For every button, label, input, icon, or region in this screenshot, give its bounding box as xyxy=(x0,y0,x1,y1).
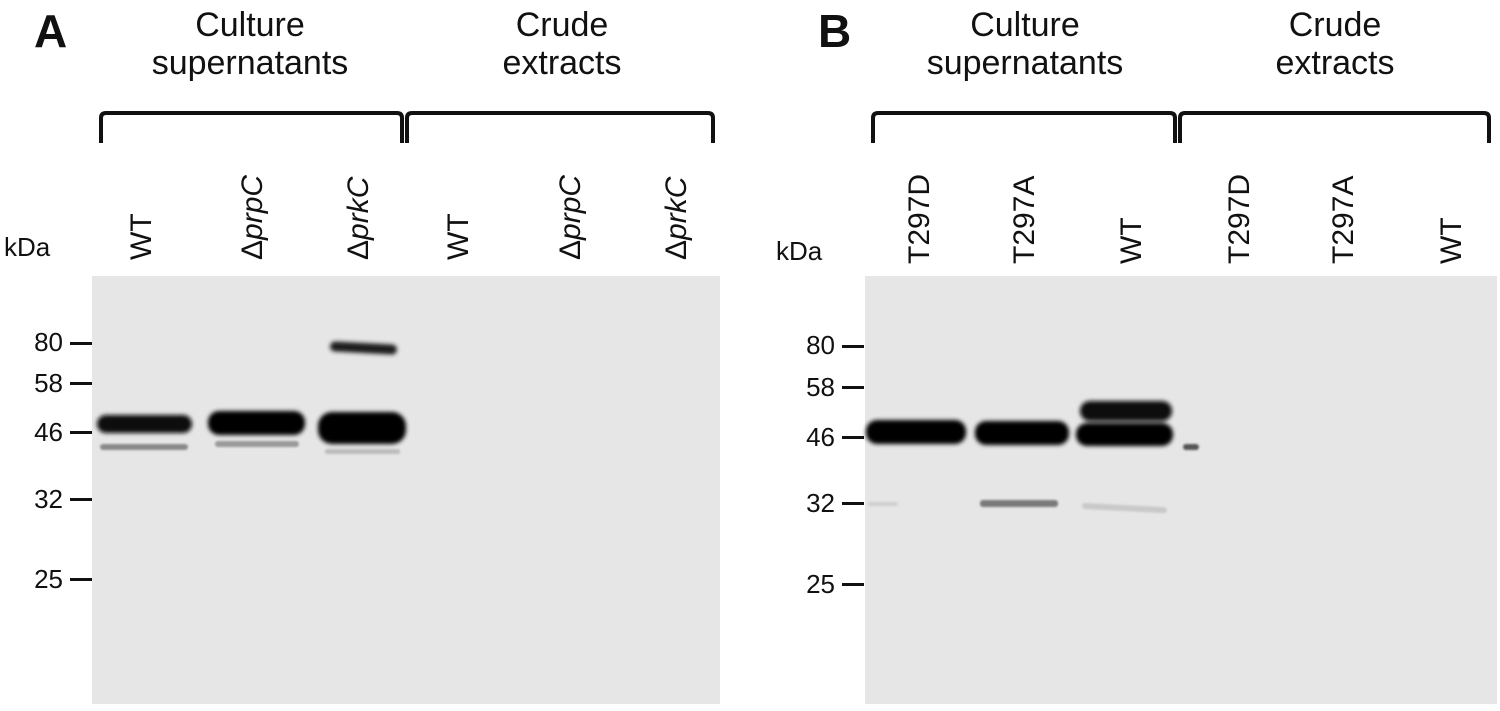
panel-a-band-lane2-46 xyxy=(208,411,305,435)
panel-a-letter: A xyxy=(34,5,68,57)
panel-b-band-lane1-46 xyxy=(866,420,966,444)
panel-a-marker-tick xyxy=(70,431,92,434)
panel-b-band-lane3-52 xyxy=(1080,401,1172,421)
panel-a-marker-32: 32 xyxy=(34,484,63,514)
panel-b-marker-80: 80 xyxy=(806,330,835,360)
panel-a-marker-46: 46 xyxy=(34,417,63,447)
panel-b-marker-tick xyxy=(842,345,864,348)
panel-b-marker-tick xyxy=(842,436,864,439)
panel-b-marker-tick xyxy=(842,583,864,586)
panel-a-blot-membrane xyxy=(92,276,720,704)
panel-a-band-lane3-46 xyxy=(318,412,406,444)
panel-a-band-lane1-46 xyxy=(97,415,192,433)
panel-b-bracket-supernatants xyxy=(871,111,1177,143)
panel-a-marker-25: 25 xyxy=(34,564,63,594)
group-title-line: Crude xyxy=(1288,6,1382,44)
panel-a-band-lane3-faint xyxy=(325,449,400,454)
panel-b-marker-tick xyxy=(842,502,864,505)
panel-a-group-extracts-title: Crude extracts xyxy=(412,6,712,82)
panel-b-letter: B xyxy=(818,5,852,57)
panel-a-marker-80: 80 xyxy=(34,327,63,357)
panel-a-band-lane2-faint xyxy=(215,441,299,447)
group-title-line: supernatants xyxy=(151,44,349,82)
group-title-line: Culture xyxy=(970,6,1080,44)
panel-a-bracket-supernatants xyxy=(99,111,404,143)
panel-b-group-supernatants-title: Culture supernatants xyxy=(875,6,1175,82)
panel-a-marker-tick xyxy=(70,342,92,345)
panel-a-group-supernatants-title: Culture supernatants xyxy=(100,6,400,82)
group-title-line: supernatants xyxy=(926,44,1124,82)
panel-b-marker-58: 58 xyxy=(806,372,835,402)
panel-b-marker-tick xyxy=(842,386,864,389)
panel-a-marker-58: 58 xyxy=(34,368,63,398)
panel-b-band-lane3-32 xyxy=(1082,502,1167,514)
panel-b-kda-label: kDa xyxy=(776,236,823,266)
group-title-line: extracts xyxy=(502,44,622,82)
panel-a-band-lane1-faint xyxy=(100,444,188,450)
panel-b-band-lane1-32 xyxy=(868,502,898,506)
panel-b-blot-membrane xyxy=(865,276,1497,704)
panel-b-band-lane2-32 xyxy=(980,500,1058,507)
panel-a-kda-label: kDa xyxy=(4,232,51,262)
panel-b-marker-46: 46 xyxy=(806,422,835,452)
panel-b-bracket-extracts xyxy=(1178,111,1491,143)
panel-a-marker-tick xyxy=(70,498,92,501)
panel-a-band-lane3-80 xyxy=(330,341,397,355)
panel-a-bracket-extracts xyxy=(405,111,715,143)
panel-b-band-streak xyxy=(1183,444,1199,450)
group-title-line: extracts xyxy=(1275,44,1395,82)
panel-b-marker-25: 25 xyxy=(806,569,835,599)
panel-b-band-lane3-46 xyxy=(1076,423,1173,446)
panel-a-marker-tick xyxy=(70,578,92,581)
group-title-line: Crude xyxy=(515,6,609,44)
panel-a-marker-tick xyxy=(70,382,92,385)
panel-b-group-extracts-title: Crude extracts xyxy=(1185,6,1485,82)
panel-b-marker-32: 32 xyxy=(806,488,835,518)
group-title-line: Culture xyxy=(195,6,305,44)
panel-b-band-lane2-46 xyxy=(975,421,1069,445)
